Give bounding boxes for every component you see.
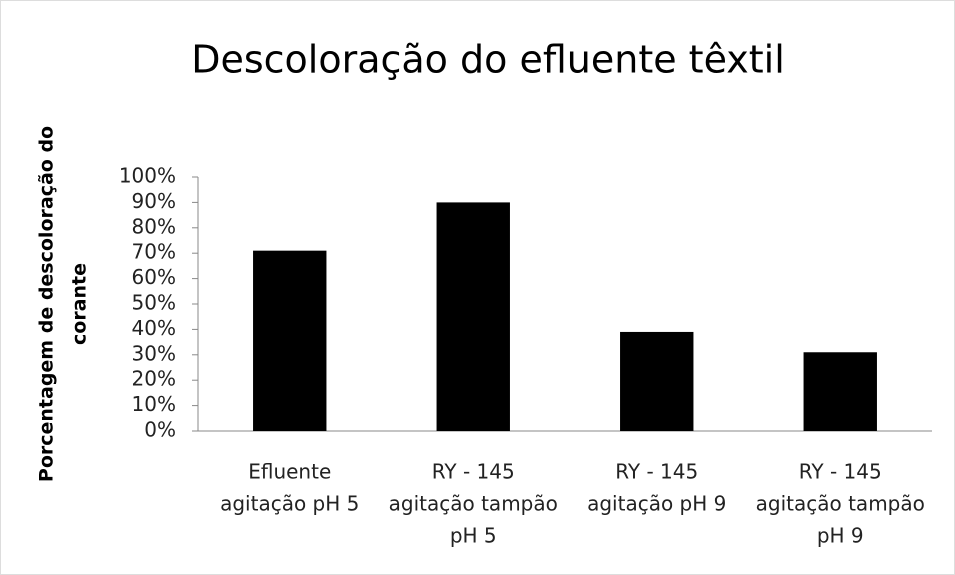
y-tick-label: 60% xyxy=(132,265,176,289)
y-tick-label: 70% xyxy=(132,240,176,264)
y-axis-label: Porcentagem de descoloração do xyxy=(36,126,58,482)
x-tick-label: Efluente xyxy=(248,460,331,484)
x-tick-label: pH 9 xyxy=(817,524,864,548)
y-axis-label: corante xyxy=(69,263,91,345)
bar xyxy=(620,331,694,431)
x-tick-label: RY - 145 xyxy=(615,460,698,484)
x-tick-label: agitação pH 9 xyxy=(587,492,726,516)
x-tick-label: agitação tampão xyxy=(389,492,558,516)
y-tick-label: 40% xyxy=(132,316,176,340)
y-tick-label: 90% xyxy=(132,189,176,213)
x-tick-label: pH 5 xyxy=(450,524,497,548)
y-tick-label: 100% xyxy=(119,164,176,188)
y-tick-label: 10% xyxy=(132,392,176,416)
bar xyxy=(253,250,327,431)
x-tick-label: RY - 145 xyxy=(432,460,515,484)
x-tick-label: RY - 145 xyxy=(799,460,882,484)
y-tick-label: 20% xyxy=(132,367,176,391)
y-tick-label: 30% xyxy=(132,341,176,365)
chart-title: Descoloração do efluente têxtil xyxy=(191,38,785,82)
bar xyxy=(803,352,877,431)
x-tick-label: agitação tampão xyxy=(756,492,925,516)
y-tick-label: 80% xyxy=(132,214,176,238)
y-tick-label: 50% xyxy=(132,291,176,315)
y-tick-label: 0% xyxy=(144,418,176,442)
x-tick-label: agitação pH 5 xyxy=(220,492,359,516)
bar xyxy=(436,202,510,431)
